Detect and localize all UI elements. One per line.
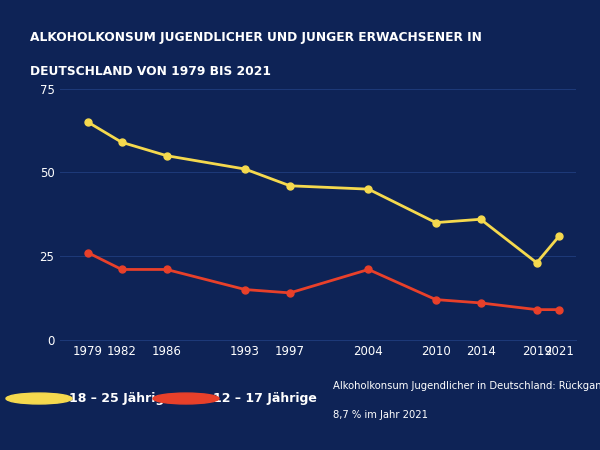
Text: 8,7 % im Jahr 2021: 8,7 % im Jahr 2021	[333, 410, 428, 420]
Text: 18 – 25 Jährige: 18 – 25 Jährige	[69, 392, 173, 405]
Circle shape	[153, 393, 219, 404]
Text: DEUTSCHLAND VON 1979 BIS 2021: DEUTSCHLAND VON 1979 BIS 2021	[30, 65, 271, 78]
Text: Alkoholkonsum Jugendlicher in Deutschland: Rückgang auf: Alkoholkonsum Jugendlicher in Deutschlan…	[333, 381, 600, 391]
Text: ALKOHOLKONSUM JUGENDLICHER UND JUNGER ERWACHSENER IN: ALKOHOLKONSUM JUGENDLICHER UND JUNGER ER…	[30, 32, 482, 45]
Circle shape	[6, 393, 72, 404]
Text: 12 – 17 Jährige: 12 – 17 Jährige	[213, 392, 317, 405]
